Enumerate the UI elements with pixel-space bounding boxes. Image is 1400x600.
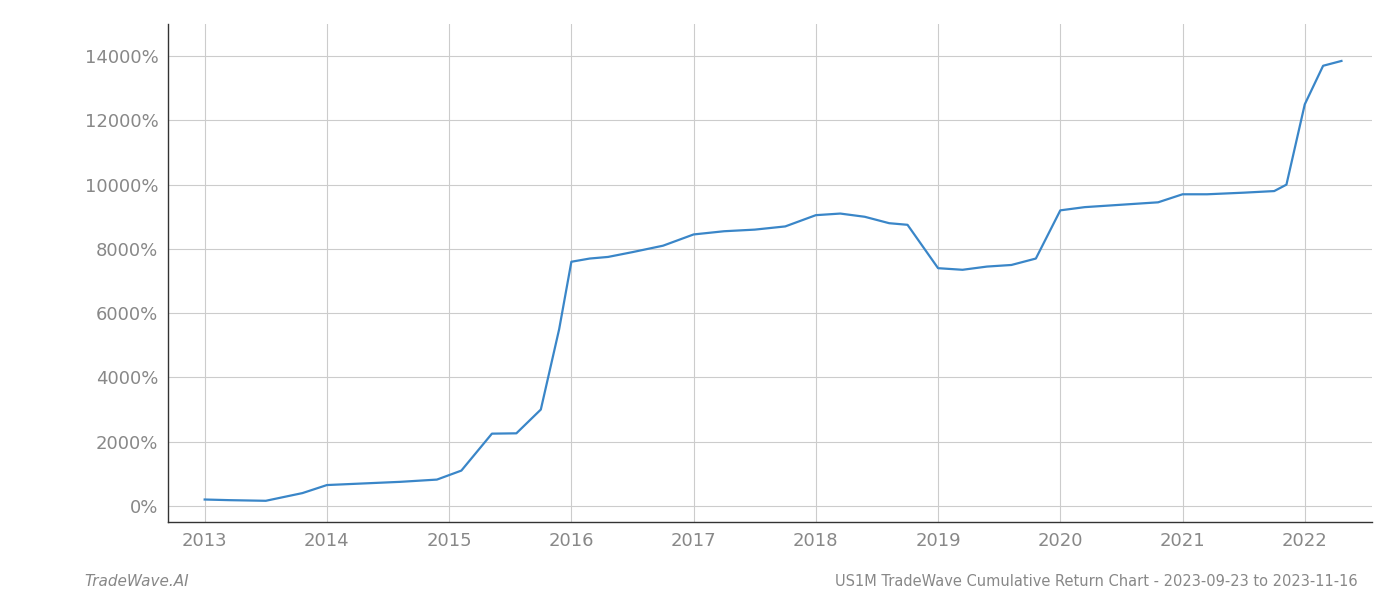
- Text: US1M TradeWave Cumulative Return Chart - 2023-09-23 to 2023-11-16: US1M TradeWave Cumulative Return Chart -…: [836, 574, 1358, 589]
- Text: TradeWave.AI: TradeWave.AI: [84, 574, 189, 589]
